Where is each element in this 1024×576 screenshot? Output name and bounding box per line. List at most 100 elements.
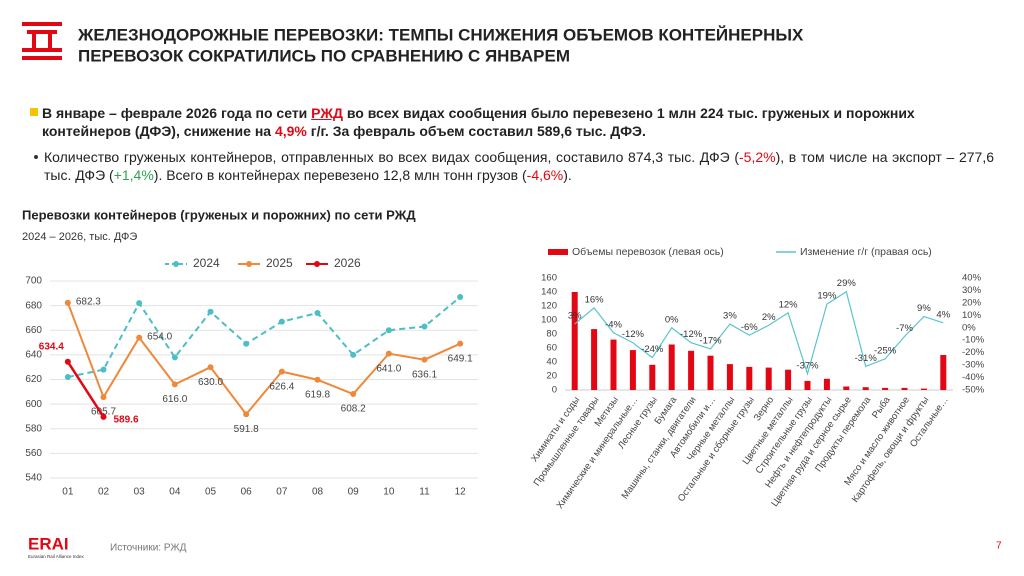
x-tick-label: 10	[383, 487, 395, 498]
data-label: 616.0	[162, 394, 187, 405]
point	[171, 381, 178, 388]
legend-marker	[246, 261, 252, 267]
data-label: 29%	[837, 278, 857, 289]
bar	[901, 387, 908, 390]
data-label: -4%	[605, 319, 622, 330]
x-tick-label: 12	[455, 487, 467, 498]
data-label: -6%	[741, 322, 758, 333]
point	[136, 300, 143, 307]
bar	[940, 355, 947, 390]
text-segment: РЖД	[311, 105, 343, 121]
bar	[571, 292, 578, 390]
y-tick-label: 40	[546, 357, 557, 368]
text-segment: В январе – феврале 2026 года по сети	[42, 105, 312, 121]
footer-logo: ERAI	[28, 534, 69, 553]
y-tick-label: 680	[25, 300, 42, 311]
text-segment: 4,9%	[274, 123, 307, 139]
y-tick-label: 700	[25, 276, 42, 287]
y-tick-label: 640	[25, 350, 42, 361]
point	[100, 394, 107, 401]
point	[243, 340, 250, 347]
legend-label: 2025	[266, 256, 293, 270]
text-segment: ).	[563, 167, 572, 183]
text-segment: Количество груженых контейнеров, отправл…	[44, 149, 739, 165]
x-tick-label: 11	[419, 487, 430, 498]
point	[207, 308, 214, 315]
footer-logo-subtitle: Eurasian Rail Alliance Index	[28, 554, 85, 559]
data-label: -37%	[796, 360, 819, 371]
bar	[785, 369, 792, 390]
x-tick-label: 09	[348, 487, 360, 498]
data-label: 636.1	[412, 369, 437, 380]
data-label: 2%	[762, 312, 776, 323]
text-segment: ). Всего в контейнерах перевезено 12,8 м…	[153, 167, 527, 183]
logo-icon	[22, 22, 62, 60]
y2-tick-label: 0%	[962, 322, 976, 333]
series-line	[66, 361, 105, 418]
chart-subtitle: 2024 – 2026, тыс. ДФЭ	[22, 231, 137, 243]
bar	[920, 388, 927, 390]
y2-tick-label: -50%	[962, 385, 985, 396]
point	[350, 391, 357, 398]
x-tick-label: 07	[276, 487, 288, 498]
y-tick-label: 120	[541, 301, 557, 312]
y2-tick-label: -40%	[962, 372, 985, 383]
text-segment: г/г. За февраль объем составил 589,6 тыс…	[306, 123, 646, 139]
bar	[726, 364, 733, 390]
x-tick-label: 06	[241, 487, 253, 498]
y2-tick-label: 40%	[962, 273, 982, 284]
data-label: 649.1	[448, 353, 473, 364]
data-label: 12%	[779, 299, 799, 310]
bullet-marker	[34, 155, 38, 159]
data-label: -12%	[680, 329, 703, 340]
data-label: 4%	[936, 309, 950, 320]
bar	[765, 367, 772, 390]
data-label: 591.8	[234, 424, 259, 435]
y2-tick-label: 10%	[962, 310, 982, 321]
title-line: ЖЕЛЕЗНОДОРОЖНЫЕ ПЕРЕВОЗКИ: ТЕМПЫ СНИЖЕНИ…	[77, 25, 804, 44]
text-segment: +1,4%	[113, 167, 154, 183]
footer-source: Источники: РЖД	[110, 543, 187, 554]
bar	[629, 350, 636, 390]
data-label: 619.8	[305, 389, 330, 400]
series-line	[66, 302, 461, 416]
data-label: 630.0	[198, 377, 223, 388]
data-label: 9%	[917, 303, 931, 314]
y-tick-label: 160	[541, 273, 557, 284]
point	[100, 366, 107, 373]
y-tick-label: 0	[552, 385, 557, 396]
y2-tick-label: 30%	[962, 285, 982, 296]
bar	[707, 355, 714, 390]
data-label: 634.4	[39, 341, 64, 352]
x-tick-label: 04	[169, 487, 181, 498]
y-tick-label: 140	[541, 287, 557, 298]
data-label: 605.7	[91, 407, 116, 418]
y-tick-label: 100	[541, 315, 557, 326]
bar	[804, 380, 811, 390]
legend-label: 2026	[334, 256, 361, 270]
bar	[746, 366, 753, 390]
x-tick-label: 05	[205, 487, 217, 498]
data-label: 0%	[665, 314, 679, 325]
bar	[649, 364, 656, 390]
point	[278, 318, 285, 325]
data-label: 641.0	[376, 363, 401, 374]
legend-marker	[314, 261, 320, 267]
x-tick-label: 01	[62, 487, 74, 498]
data-label: -7%	[896, 323, 913, 334]
point	[100, 413, 107, 420]
text-segment: во всех видах сообщения было перевезено …	[42, 105, 915, 139]
y-tick-label: 540	[25, 473, 42, 484]
bullet-marker	[30, 108, 38, 116]
point	[64, 374, 71, 381]
x-tick-label: 03	[134, 487, 146, 498]
bar	[591, 329, 598, 390]
x-tick-label: 08	[312, 487, 324, 498]
page-number: 7	[996, 541, 1002, 552]
bullet: Количество груженых контейнеров, отправл…	[30, 148, 994, 184]
point	[64, 299, 71, 306]
data-label: 654.0	[147, 331, 172, 342]
legend-label: Объемы перевозок (левая ось)	[572, 246, 724, 258]
